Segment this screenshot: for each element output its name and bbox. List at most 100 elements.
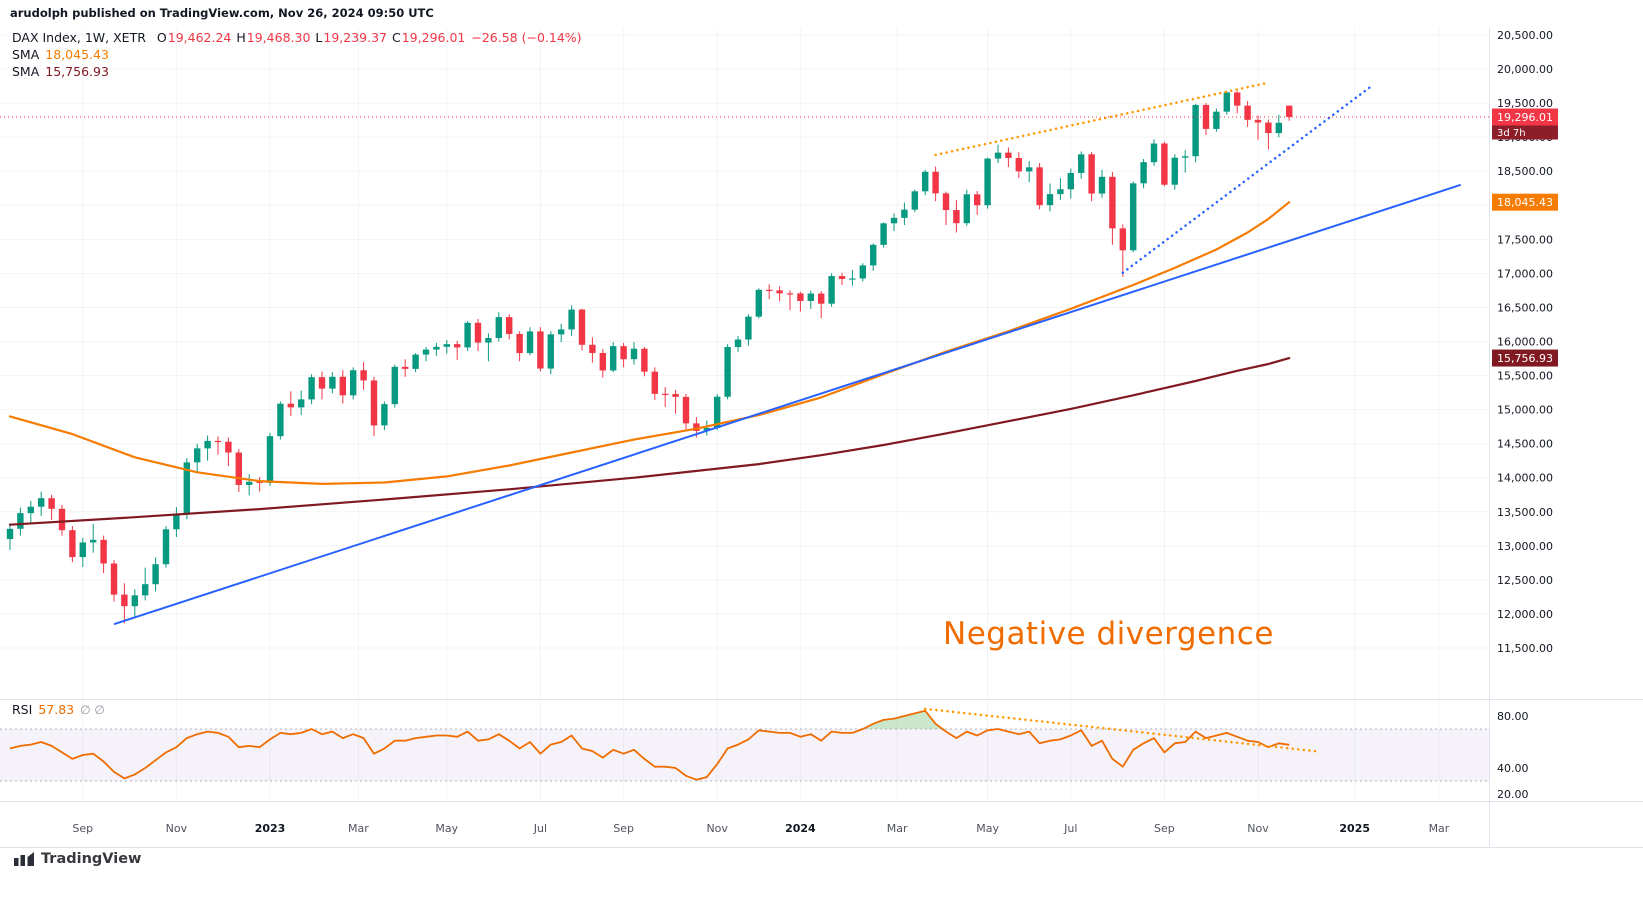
price-tick: 16,500.00	[1497, 301, 1553, 314]
indicator-legend: DAX Index, 1W, XETR O19,462.24 H19,468.3…	[12, 30, 582, 81]
candle	[110, 560, 118, 602]
candle	[578, 308, 586, 351]
candle	[870, 243, 877, 271]
candle	[142, 567, 149, 601]
candle	[6, 523, 14, 550]
candle	[506, 314, 513, 340]
sma-slow-badge	[1492, 349, 1558, 367]
candle	[235, 449, 242, 493]
candle	[183, 457, 190, 520]
candle	[797, 291, 804, 312]
candle	[58, 504, 66, 536]
candle	[849, 269, 856, 286]
candle	[942, 191, 950, 226]
candle	[901, 202, 908, 226]
candle	[1098, 169, 1106, 198]
candle	[1182, 150, 1189, 173]
high-value: H19,468.30	[236, 30, 311, 45]
candle	[1286, 105, 1293, 121]
price-tick: 19,500.00	[1497, 97, 1553, 110]
candle	[402, 359, 409, 377]
candle	[516, 331, 523, 362]
candle	[277, 401, 284, 440]
time-label: Nov	[166, 822, 188, 835]
candle	[1171, 154, 1178, 190]
brand-name[interactable]: TradingView	[41, 851, 142, 867]
candle	[1202, 103, 1210, 136]
candle	[308, 374, 315, 405]
time-label: Mar	[887, 822, 908, 835]
candle	[48, 494, 55, 520]
low-value: L19,239.37	[315, 30, 387, 45]
rsi-tick: 80.00	[1497, 710, 1529, 723]
candle	[350, 367, 357, 400]
sma-fast-value: 18,045.43	[45, 47, 109, 62]
candle	[422, 346, 430, 362]
sma-slow-line	[8, 357, 1291, 526]
time-label: Mar	[1429, 822, 1450, 835]
candle	[1109, 171, 1116, 245]
candle	[1130, 181, 1137, 253]
price-divergence-line	[934, 81, 1270, 157]
candle	[412, 353, 419, 373]
change-value: −26.58 (−0.14%)	[471, 30, 582, 45]
candle	[994, 144, 1002, 164]
time-label: Sep	[1154, 822, 1175, 835]
candle	[1015, 152, 1022, 179]
candle	[537, 327, 544, 372]
candle	[485, 333, 492, 362]
candle	[599, 348, 606, 378]
rsi-line	[9, 709, 1290, 781]
candle	[1140, 158, 1147, 189]
candle	[246, 474, 253, 496]
candle	[589, 337, 596, 363]
sma-fast-label: SMA	[12, 47, 40, 62]
candle	[17, 507, 24, 536]
rsi-legend-row[interactable]: RSI 57.83 ∅ ∅	[12, 702, 105, 717]
candle	[339, 370, 346, 404]
rsi-band	[0, 728, 1489, 782]
candle	[1119, 224, 1126, 277]
sma-slow-legend-row[interactable]: SMA 15,756.93	[12, 64, 582, 79]
candle	[755, 288, 762, 319]
price-tick: 15,500.00	[1497, 370, 1553, 383]
time-label: Nov	[1247, 822, 1269, 835]
candle	[1265, 119, 1272, 150]
candle	[610, 342, 617, 373]
price-tick: 12,000.00	[1497, 608, 1553, 621]
candle	[547, 331, 554, 375]
footer-bar: TradingView	[14, 851, 141, 867]
candle	[890, 213, 898, 232]
time-label: Sep	[613, 822, 634, 835]
price-tick: 17,500.00	[1497, 233, 1553, 246]
tradingview-logo-icon[interactable]	[14, 852, 34, 866]
time-label: Nov	[706, 822, 728, 835]
candle	[953, 199, 960, 233]
candle	[90, 524, 97, 553]
candle	[370, 376, 378, 437]
price-tick: 20,000.00	[1497, 63, 1553, 76]
symbol-legend-row[interactable]: DAX Index, 1W, XETR O19,462.24 H19,468.3…	[12, 30, 582, 45]
countdown-badge	[1492, 125, 1558, 140]
candle	[776, 286, 783, 302]
candle	[79, 537, 86, 567]
candle	[194, 443, 201, 472]
candle	[974, 190, 981, 215]
candle	[766, 284, 773, 300]
candle	[630, 342, 638, 365]
time-label: Sep	[72, 822, 93, 835]
symbol-title[interactable]: DAX Index, 1W, XETR	[12, 30, 146, 45]
candle	[828, 273, 835, 307]
candle	[464, 321, 471, 352]
candle	[443, 340, 450, 354]
price-tick: 11,500.00	[1497, 642, 1553, 655]
candle	[984, 157, 991, 209]
time-scale[interactable]	[0, 802, 1643, 847]
candle	[786, 290, 794, 311]
rsi-tick: 20.00	[1497, 788, 1529, 801]
price-scale[interactable]	[1489, 28, 1643, 801]
candle	[745, 314, 752, 346]
sma-fast-legend-row[interactable]: SMA 18,045.43	[12, 47, 582, 62]
